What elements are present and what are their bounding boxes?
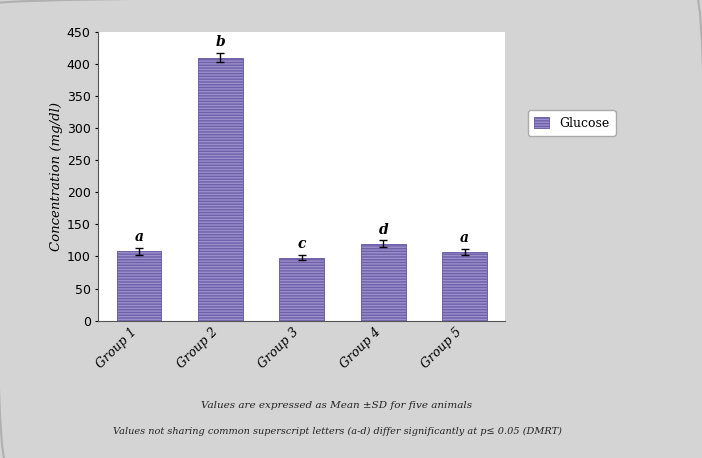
Y-axis label: Concentration (mg/dl): Concentration (mg/dl) [50, 102, 62, 251]
Bar [198, 58, 243, 321]
Text: a: a [461, 231, 469, 245]
Text: Values are expressed as Mean ±SD for five animals: Values are expressed as Mean ±SD for fiv… [201, 401, 472, 410]
Bar [117, 251, 161, 321]
Bar [279, 258, 324, 321]
Legend: Glucose: Glucose [528, 110, 616, 136]
Text: c: c [298, 237, 306, 251]
Text: a: a [135, 230, 143, 244]
Text: Values not sharing common superscript letters (a-d) differ significantly at p≤ 0: Values not sharing common superscript le… [112, 427, 562, 436]
Text: b: b [216, 35, 225, 49]
Bar [361, 244, 406, 321]
Bar [442, 252, 487, 321]
Text: d: d [378, 223, 388, 237]
